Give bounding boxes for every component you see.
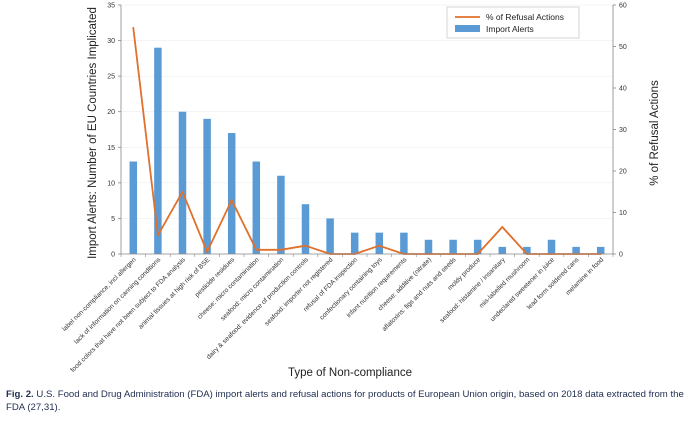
legend-bar-swatch xyxy=(455,25,480,32)
line-point xyxy=(157,234,159,237)
figure-caption: Fig. 2. U.S. Food and Drug Administratio… xyxy=(6,388,694,414)
bar xyxy=(326,218,334,254)
category-label: food colors that have not been subject t… xyxy=(69,256,187,374)
bar xyxy=(277,175,285,254)
right-tick-label: 50 xyxy=(619,44,627,51)
left-tick-label: 20 xyxy=(107,109,115,116)
refusal-line xyxy=(132,26,602,255)
bar xyxy=(424,239,433,254)
legend-label-alerts: Import Alerts xyxy=(486,24,534,34)
gridlines xyxy=(121,4,613,255)
left-tick-label: 15 xyxy=(107,145,115,152)
left-tick-labels: 0 5 10 15 20 25 30 35 xyxy=(107,3,115,259)
bar xyxy=(596,246,605,254)
left-tick-label: 35 xyxy=(107,3,115,10)
bar xyxy=(154,47,162,254)
right-tick-label: 10 xyxy=(619,210,627,217)
axes xyxy=(118,4,616,257)
category-labels: label non-compliance, incl allergenlack … xyxy=(61,256,605,374)
category-label: lack of information on canning condition… xyxy=(73,256,163,346)
bar xyxy=(547,239,556,254)
bars xyxy=(129,47,605,254)
right-tick-label: 40 xyxy=(619,86,627,93)
bar xyxy=(350,232,359,254)
line-point xyxy=(304,244,307,247)
bar xyxy=(178,111,187,254)
left-tick-label: 30 xyxy=(107,38,115,45)
left-tick-label: 0 xyxy=(111,252,115,259)
bar xyxy=(129,161,138,254)
legend-box xyxy=(446,6,580,39)
bar xyxy=(400,232,408,254)
left-tick-label: 5 xyxy=(111,216,115,223)
bar xyxy=(375,232,384,254)
bar xyxy=(227,133,236,254)
line-point xyxy=(230,199,233,201)
y-axis-right-label: % of Refusal Actions xyxy=(649,80,661,186)
legend: % of Refusal Actions Import Alerts xyxy=(446,6,580,39)
refusal-polyline xyxy=(132,27,601,255)
bar xyxy=(523,246,531,254)
right-tick-label: 60 xyxy=(619,3,627,10)
line-point xyxy=(255,248,258,251)
y-axis-left-label: Import Alerts: Number of EU Countries Im… xyxy=(87,7,99,259)
right-tick-label: 30 xyxy=(619,127,627,134)
bar xyxy=(203,118,211,254)
caption-label: Fig. 2. xyxy=(6,389,34,400)
line-point xyxy=(378,244,381,247)
right-tick-label: 0 xyxy=(619,252,623,259)
right-tick-labels: 0 10 20 30 40 50 60 xyxy=(619,3,627,259)
bar xyxy=(572,246,580,254)
bar xyxy=(301,204,310,254)
bar xyxy=(252,161,261,254)
line-point xyxy=(132,26,135,29)
left-tick-label: 10 xyxy=(107,180,115,187)
chart: 0 5 10 15 20 25 30 35 0 10 20 30 40 50 60 label non-c… xyxy=(61,3,661,380)
bar xyxy=(473,239,482,254)
line-point xyxy=(181,190,184,193)
caption-text: U.S. Food and Drug Administration (FDA) … xyxy=(6,389,684,413)
bar xyxy=(449,239,457,254)
line-point xyxy=(280,248,282,251)
legend-label-refusal: % of Refusal Actions xyxy=(486,12,564,22)
bar xyxy=(498,246,507,254)
line-point xyxy=(206,251,209,253)
x-axis-label: Type of Non-compliance xyxy=(288,367,412,379)
left-tick-label: 25 xyxy=(107,74,115,81)
right-tick-label: 20 xyxy=(619,169,627,176)
line-point xyxy=(501,226,504,228)
